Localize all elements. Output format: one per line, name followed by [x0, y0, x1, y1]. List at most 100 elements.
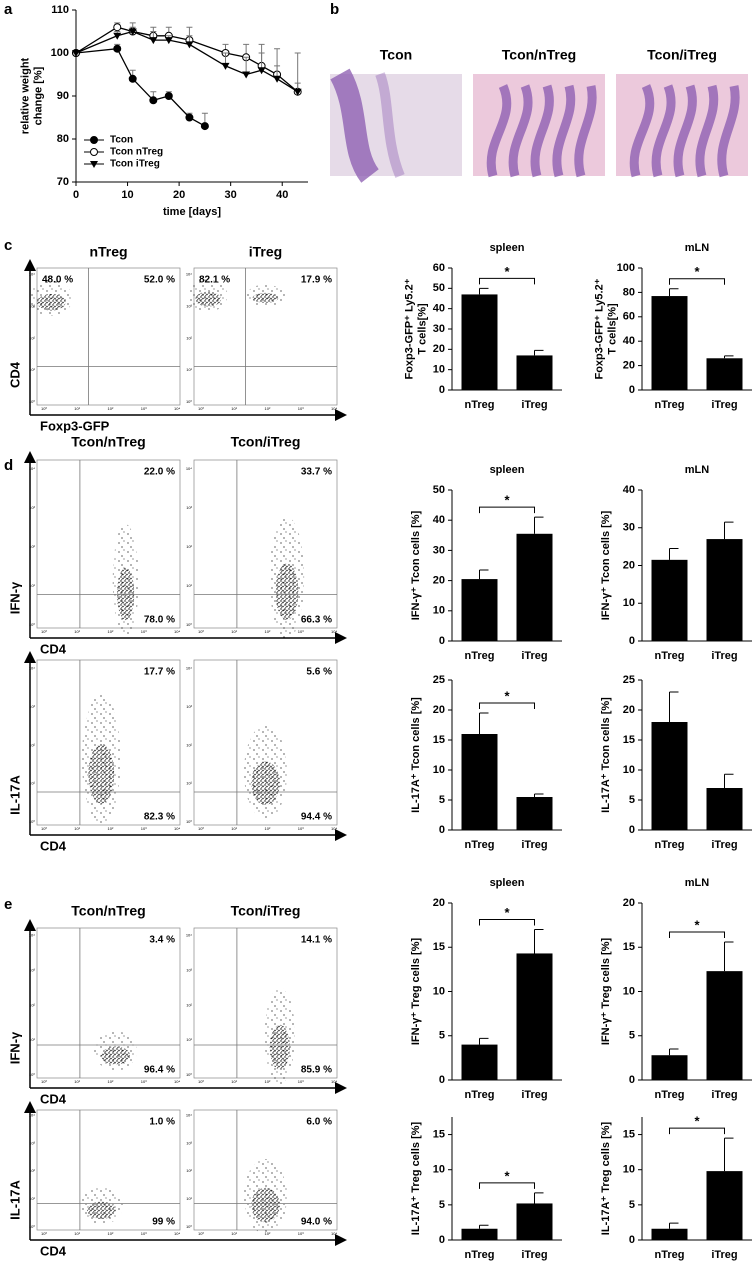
y-tick-label: 0 [439, 824, 445, 836]
error-bar [724, 355, 734, 359]
flow-tick: 10⁰ [186, 1072, 192, 1077]
tissue-fold [552, 84, 576, 178]
y-tick-label: 100 [51, 47, 69, 59]
y-axis-label: relative weight [19, 57, 31, 134]
y-tick-label: 20 [623, 360, 635, 372]
y-tick-label: 0 [629, 1234, 635, 1246]
y-tick-label: 5 [439, 794, 445, 806]
flow-tick: 10² [265, 1231, 271, 1236]
marker [128, 74, 137, 83]
flow-tick: 10² [29, 335, 35, 340]
tissue-fold [651, 84, 676, 178]
x-tick-label: iTreg [711, 839, 737, 851]
histology-label: Tcon/nTreg [502, 47, 576, 63]
flow-tick: 10³ [298, 629, 304, 634]
bar [516, 953, 553, 1080]
series-line [75, 26, 299, 93]
tissue-fold [574, 85, 597, 178]
quadrant-percent: 94.0 % [301, 1217, 332, 1228]
x-tick-label: nTreg [655, 1089, 685, 1101]
x-tick-label: 20 [173, 189, 185, 201]
series-line [75, 48, 206, 127]
flow-tick: 10⁰ [41, 629, 47, 634]
flow-column-title: Tcon/iTreg [231, 903, 301, 919]
significance-bracket [479, 277, 535, 285]
flow-tick: 10⁴ [29, 1112, 35, 1117]
flow-tick: 10⁰ [186, 1224, 192, 1229]
y-tick-label: 0 [439, 1234, 445, 1246]
bar [651, 1228, 688, 1240]
flow-tick: 10² [108, 629, 114, 634]
bar [461, 1228, 498, 1240]
y-tick-label: 30 [433, 544, 445, 556]
y-tick-label: 80 [623, 286, 635, 298]
y-tick-label: 60 [623, 311, 635, 323]
flow-tick: 10³ [186, 1140, 192, 1145]
cell-cloud [252, 292, 279, 303]
cell-cloud [275, 563, 299, 620]
legend-label: Tcon [110, 135, 133, 146]
chart-title: mLN [685, 242, 710, 254]
x-tick-label: nTreg [465, 1089, 495, 1101]
marker [128, 28, 137, 36]
flow-tick: 10³ [186, 704, 192, 709]
flow-plot [193, 459, 338, 629]
significance-bracket [479, 506, 535, 514]
bar [706, 971, 743, 1080]
y-axis-label: change [%] [32, 66, 44, 125]
significance-label: * [694, 917, 700, 932]
x-tick-label: 0 [73, 189, 79, 201]
flow-tick: 10³ [29, 1140, 35, 1145]
significance-bracket [669, 931, 725, 938]
flow-tick: 10⁴ [331, 1079, 337, 1084]
cell-cloud [195, 291, 222, 307]
marker [200, 122, 209, 131]
flow-tick: 10¹ [186, 367, 192, 372]
y-tick-label: 60 [433, 262, 445, 274]
flow-tick: 10⁰ [198, 406, 204, 411]
tissue [629, 84, 740, 178]
flow-tick: 10¹ [29, 1196, 35, 1201]
bar [516, 797, 553, 830]
flow-tick: 10¹ [74, 406, 80, 411]
bar [651, 296, 688, 390]
y-tick-label: 20 [433, 343, 445, 355]
quadrant-percent: 22.0 % [144, 467, 175, 478]
bar [461, 294, 498, 390]
y-tick-label: 20 [623, 897, 635, 909]
flow-tick: 10² [108, 406, 114, 411]
flow-column-title: nTreg [89, 244, 127, 260]
flow-tick: 10¹ [74, 1231, 80, 1236]
quadrant-percent: 52.0 % [144, 275, 175, 286]
y-tick-label: 80 [57, 133, 69, 145]
y-tick-label: 5 [629, 1199, 635, 1211]
y-axis-label: Foxp3-GFP⁺ Ly5.2⁺ [403, 278, 415, 379]
marker [164, 37, 173, 45]
y-axis-label: IL-17A⁺ Treg cells [%] [600, 1121, 612, 1235]
marker [221, 62, 230, 70]
marker [164, 92, 173, 100]
bar [706, 358, 743, 390]
error-bar [534, 349, 544, 356]
marker [149, 96, 158, 105]
flow-tick: 10⁴ [29, 666, 35, 671]
quadrant-percent: 78.0 % [144, 615, 175, 626]
x-tick-label: nTreg [465, 399, 495, 411]
flow-tick: 10³ [298, 1231, 304, 1236]
flow-tick: 10¹ [74, 629, 80, 634]
flow-tick: 10² [108, 826, 114, 831]
y-axis-label: Foxp3-GFP⁺ Ly5.2⁺ [593, 278, 605, 379]
flow-y-label: IL-17A [7, 775, 22, 815]
flow-tick: 10³ [186, 303, 192, 308]
flow-tick: 10² [186, 742, 192, 747]
chart-title: spleen [490, 877, 525, 889]
flow-tick: 10¹ [186, 583, 192, 588]
panel-label: a [4, 1, 13, 18]
flow-y-label: IL-17A [7, 1180, 22, 1220]
flow-tick: 10⁰ [41, 1079, 47, 1084]
y-tick-label: 15 [433, 734, 445, 746]
flow-tick: 10⁴ [331, 629, 337, 634]
marker [242, 71, 251, 79]
flow-tick: 10⁴ [174, 826, 180, 831]
